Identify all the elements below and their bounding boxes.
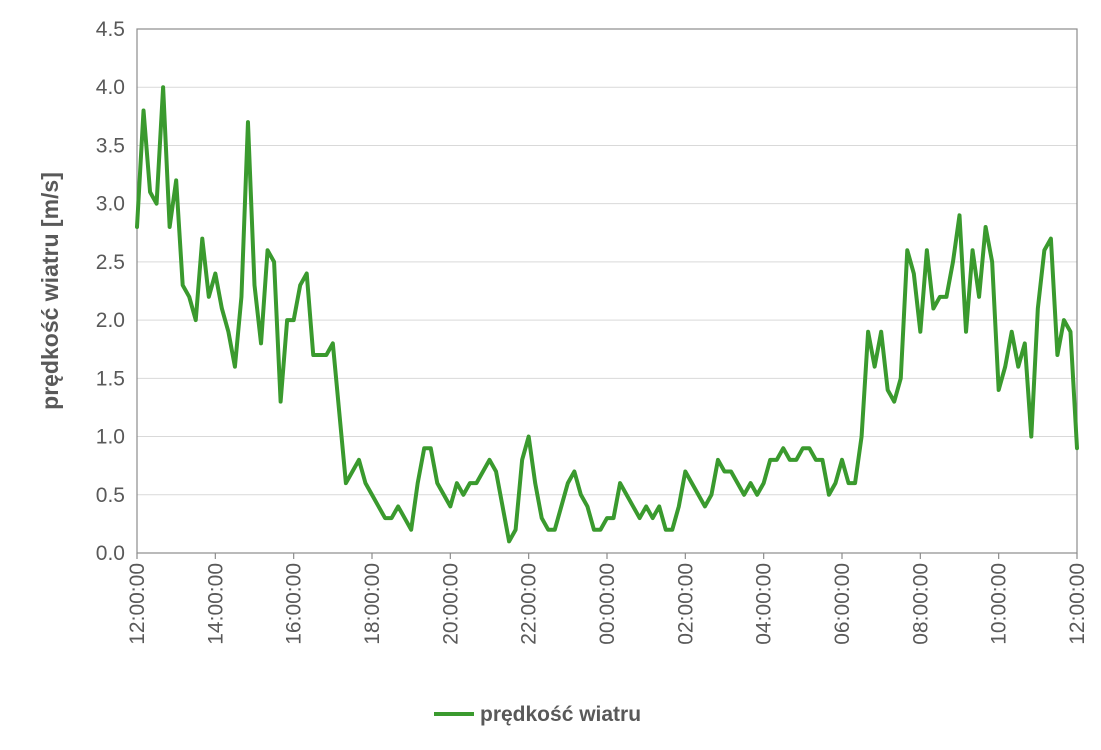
x-tick-label: 20:00:00 [439, 563, 462, 645]
x-tick-label: 18:00:00 [361, 563, 384, 645]
y-tick-label: 4.0 [96, 76, 125, 99]
y-tick-label: 2.0 [96, 309, 125, 332]
x-tick-label: 06:00:00 [831, 563, 854, 645]
x-tick-label: 08:00:00 [909, 563, 932, 645]
x-tick-label: 04:00:00 [753, 563, 776, 645]
gridlines [137, 86, 1077, 496]
x-tick-label: 14:00:00 [204, 563, 227, 645]
y-tick-label: 3.5 [96, 134, 125, 157]
y-axis-ticks: 0.0 0.5 1.0 1.5 2.0 2.5 3.0 3.5 4.0 4.5 [96, 18, 125, 565]
y-tick-label: 2.5 [96, 251, 125, 274]
x-tick-label: 22:00:00 [518, 563, 541, 645]
series-line-predkosc-wiatru [135, 85, 1079, 544]
x-tick-label: 10:00:00 [988, 563, 1011, 645]
x-tick-label: 12:00:00 [1066, 563, 1089, 645]
x-tick-label: 16:00:00 [283, 563, 306, 645]
x-tick-label: 02:00:00 [674, 563, 697, 645]
y-axis-label: prędkość wiatru [m/s] [37, 172, 63, 410]
y-tick-label: 1.5 [96, 367, 125, 390]
plot-area-frame [136, 28, 1078, 554]
y-tick-label: 3.0 [96, 193, 125, 216]
x-tick-label: 00:00:00 [596, 563, 619, 645]
x-axis-ticks: 12:00:00 14:00:00 16:00:00 18:00:00 20:00:00… [126, 553, 1089, 645]
legend: prędkość wiatru [434, 703, 641, 726]
y-tick-label: 0.5 [96, 484, 125, 507]
y-tick-label: 4.5 [96, 18, 125, 41]
y-tick-label: 0.0 [96, 542, 125, 565]
y-tick-label: 1.0 [96, 426, 125, 449]
legend-label-predkosc-wiatru: prędkość wiatru [480, 703, 641, 726]
x-tick-label: 12:00:00 [126, 563, 149, 645]
series-group [135, 85, 1079, 544]
